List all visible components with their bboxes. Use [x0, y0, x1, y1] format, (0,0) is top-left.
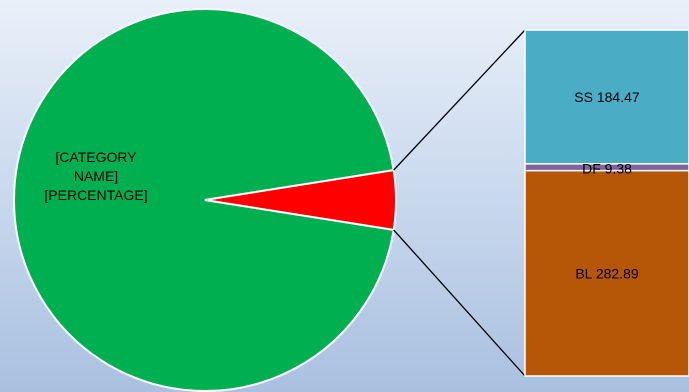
- stack-label-bl: BL 282.89: [575, 265, 639, 281]
- pie-label-line-2: NAME]: [74, 168, 118, 184]
- stack-label-ss: SS 184.47: [574, 89, 640, 105]
- connector-line-bottom: [394, 230, 525, 376]
- stack-label-df: DF 9.38: [582, 160, 632, 176]
- pie-label-line-1: [CATEGORY: [55, 149, 137, 165]
- pie-label-line-3: [PERCENTAGE]: [44, 187, 147, 203]
- connector-line-top: [394, 30, 525, 170]
